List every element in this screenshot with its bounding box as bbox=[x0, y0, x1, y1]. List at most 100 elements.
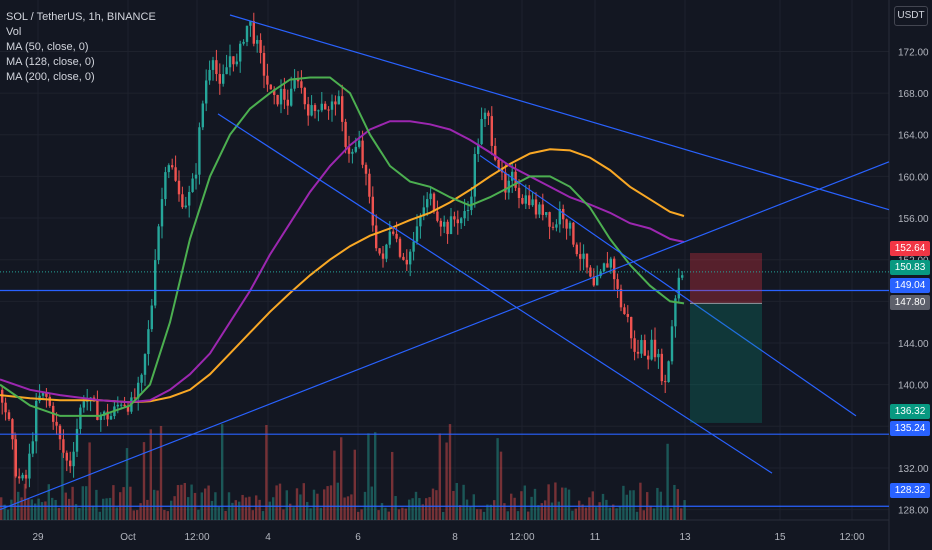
candle-body bbox=[205, 80, 208, 104]
indicator-vol[interactable]: Vol bbox=[6, 26, 22, 38]
volume-bar bbox=[584, 507, 588, 520]
candle-body bbox=[477, 144, 480, 155]
volume-bar bbox=[598, 502, 601, 520]
candle-body bbox=[347, 146, 351, 154]
candle-body bbox=[664, 381, 667, 383]
candle-body bbox=[28, 453, 31, 479]
candle-body bbox=[177, 180, 181, 195]
candle-body bbox=[65, 452, 68, 461]
candle-body bbox=[327, 109, 330, 111]
currency-button[interactable]: USDT bbox=[894, 6, 928, 26]
candle-body bbox=[545, 212, 548, 215]
candle-body bbox=[313, 105, 317, 111]
candle-body bbox=[194, 174, 198, 179]
candle-body bbox=[487, 112, 490, 117]
trendline bbox=[217, 113, 773, 474]
volume-bar bbox=[91, 505, 95, 520]
indicator-ma128[interactable]: MA (128, close, 0) bbox=[6, 56, 95, 68]
volume-bar bbox=[394, 496, 397, 520]
volume-bar bbox=[479, 509, 482, 520]
volume-bar bbox=[81, 486, 84, 520]
candle-body bbox=[470, 196, 473, 211]
volume-bar bbox=[340, 437, 343, 520]
volume-bar bbox=[564, 487, 567, 520]
volume-bar bbox=[275, 485, 278, 520]
candle-body bbox=[106, 411, 109, 420]
volume-bar bbox=[367, 433, 370, 520]
volume-bar bbox=[612, 504, 615, 520]
volume-bar bbox=[482, 511, 486, 520]
indicator-ma50[interactable]: MA (50, close, 0) bbox=[6, 41, 89, 53]
volume-bar bbox=[34, 503, 37, 520]
candle-body bbox=[310, 105, 313, 116]
symbol-line[interactable]: SOL / TetherUS, 1h, BINANCE bbox=[6, 11, 156, 23]
volume-bar bbox=[459, 505, 462, 520]
time-axis-label: 11 bbox=[590, 532, 601, 543]
volume-bar bbox=[452, 490, 455, 520]
volume-bar bbox=[401, 507, 404, 520]
candle-body bbox=[364, 164, 368, 174]
candle-body bbox=[164, 172, 167, 200]
volume-bar bbox=[190, 484, 193, 520]
candle-body bbox=[259, 39, 262, 53]
volume-bar bbox=[234, 500, 237, 520]
volume-bar bbox=[618, 506, 622, 520]
candle-body bbox=[446, 221, 449, 235]
candle-body bbox=[650, 339, 653, 360]
candle-body bbox=[677, 277, 680, 299]
candle-body bbox=[109, 416, 113, 420]
volume-bar bbox=[159, 425, 163, 520]
price-tag-target: 136.32 bbox=[890, 404, 930, 419]
volume-bar bbox=[333, 450, 336, 520]
candle-body bbox=[483, 112, 487, 120]
volume-bar bbox=[289, 503, 292, 520]
volume-bar bbox=[683, 500, 686, 520]
volume-bar bbox=[581, 504, 584, 520]
candle-body bbox=[647, 355, 650, 360]
volume-bar bbox=[323, 489, 326, 520]
volume-bar bbox=[302, 483, 305, 520]
candle-body bbox=[41, 392, 45, 396]
candle-body bbox=[171, 165, 174, 168]
volume-bar bbox=[149, 429, 152, 520]
volume-bar bbox=[132, 510, 135, 520]
volume-bar bbox=[513, 497, 516, 520]
candle-body bbox=[188, 191, 191, 206]
candle-body bbox=[378, 248, 381, 254]
candle-body bbox=[541, 204, 544, 215]
chart-legend: SOL / TetherUS, 1h, BINANCE Vol MA (50, … bbox=[6, 10, 156, 85]
candle-body bbox=[415, 226, 419, 242]
candle-body bbox=[575, 244, 578, 255]
volume-bar bbox=[343, 497, 346, 520]
candle-body bbox=[412, 241, 415, 252]
candle-body bbox=[602, 263, 606, 272]
indicator-ma200[interactable]: MA (200, close, 0) bbox=[6, 71, 95, 83]
volume-bar bbox=[530, 496, 533, 520]
candle-body bbox=[473, 154, 476, 197]
candle-body bbox=[273, 89, 276, 95]
candle-body bbox=[330, 101, 334, 110]
candle-body bbox=[218, 74, 221, 84]
candle-body bbox=[463, 211, 466, 219]
volume-bar bbox=[588, 497, 591, 520]
volume-bar bbox=[217, 506, 220, 520]
volume-bar bbox=[503, 503, 506, 520]
candle-body bbox=[283, 88, 286, 100]
volume-bar bbox=[125, 448, 129, 520]
volume-bar bbox=[265, 424, 268, 520]
candle-body bbox=[79, 407, 82, 429]
candle-body bbox=[490, 116, 493, 146]
volume-bar bbox=[557, 501, 560, 520]
volume-bar bbox=[329, 485, 333, 520]
volume-bar bbox=[520, 491, 523, 520]
candle-body bbox=[307, 104, 310, 116]
candle-body bbox=[262, 52, 266, 76]
price-tag-entry: 147.80 bbox=[890, 295, 930, 310]
volume-bar bbox=[68, 498, 71, 520]
volume-bar bbox=[421, 504, 424, 520]
volume-bar bbox=[605, 499, 608, 520]
candle-body bbox=[555, 224, 558, 228]
volume-bar bbox=[40, 502, 44, 520]
volume-bar bbox=[486, 504, 489, 520]
